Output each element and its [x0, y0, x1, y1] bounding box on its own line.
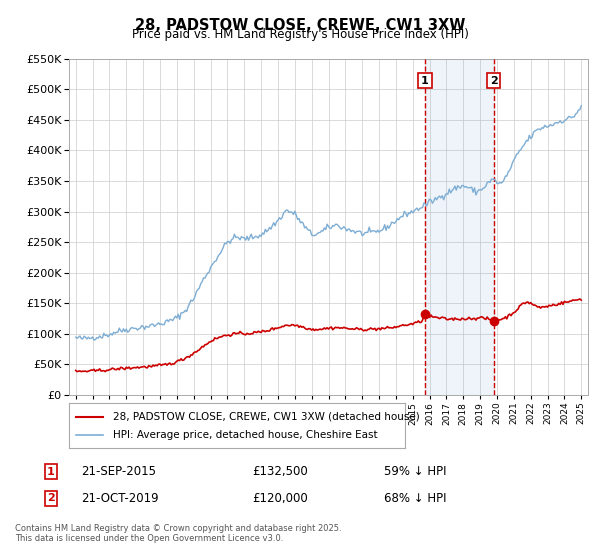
- HPI: Average price, detached house, Cheshire East: (2e+03, 8.96e+04): Average price, detached house, Cheshire …: [91, 337, 98, 343]
- Text: 21-OCT-2019: 21-OCT-2019: [81, 492, 158, 505]
- Line: 28, PADSTOW CLOSE, CREWE, CW1 3XW (detached house): 28, PADSTOW CLOSE, CREWE, CW1 3XW (detac…: [76, 299, 581, 372]
- 28, PADSTOW CLOSE, CREWE, CW1 3XW (detached house): [72, 367, 79, 374]
- 28, PADSTOW CLOSE, CREWE, CW1 3XW (detached house): [167, 361, 175, 368]
- HPI: Average price, detached house, Cheshire East: (2.02e+03, 4.73e+05): Average price, detached house, Cheshire …: [578, 102, 585, 109]
- 28, PADSTOW CLOSE, CREWE, CW1 3XW (detached house): [389, 325, 397, 332]
- 28, PADSTOW CLOSE, CREWE, CW1 3XW (detached house): [517, 302, 524, 309]
- Text: 2: 2: [47, 493, 55, 503]
- Text: Price paid vs. HM Land Registry's House Price Index (HPI): Price paid vs. HM Land Registry's House …: [131, 28, 469, 41]
- Text: 2: 2: [490, 76, 497, 86]
- Text: Contains HM Land Registry data © Crown copyright and database right 2025.
This d: Contains HM Land Registry data © Crown c…: [15, 524, 341, 543]
- Line: HPI: Average price, detached house, Cheshire East: HPI: Average price, detached house, Ches…: [76, 106, 581, 340]
- Text: 1: 1: [47, 466, 55, 477]
- Text: 28, PADSTOW CLOSE, CREWE, CW1 3XW (detached house): 28, PADSTOW CLOSE, CREWE, CW1 3XW (detac…: [113, 412, 419, 422]
- Text: £132,500: £132,500: [252, 465, 308, 478]
- 28, PADSTOW CLOSE, CREWE, CW1 3XW (detached house): [88, 367, 95, 374]
- 28, PADSTOW CLOSE, CREWE, CW1 3XW (detached house): [83, 368, 91, 375]
- 28, PADSTOW CLOSE, CREWE, CW1 3XW (detached house): [578, 297, 585, 304]
- HPI: Average price, detached house, Cheshire East: (2.01e+03, 2.66e+05): Average price, detached house, Cheshire …: [361, 229, 368, 236]
- 28, PADSTOW CLOSE, CREWE, CW1 3XW (detached house): [361, 326, 368, 333]
- Text: 28, PADSTOW CLOSE, CREWE, CW1 3XW: 28, PADSTOW CLOSE, CREWE, CW1 3XW: [135, 18, 465, 33]
- 28, PADSTOW CLOSE, CREWE, CW1 3XW (detached house): [378, 324, 385, 331]
- HPI: Average price, detached house, Cheshire East: (2e+03, 9.42e+04): Average price, detached house, Cheshire …: [72, 334, 79, 340]
- HPI: Average price, detached house, Cheshire East: (2.01e+03, 2.69e+05): Average price, detached house, Cheshire …: [378, 227, 385, 234]
- Text: HPI: Average price, detached house, Cheshire East: HPI: Average price, detached house, Ches…: [113, 431, 377, 441]
- Text: 68% ↓ HPI: 68% ↓ HPI: [384, 492, 446, 505]
- Bar: [425, 59, 494, 395]
- HPI: Average price, detached house, Cheshire East: (2e+03, 1.23e+05): Average price, detached house, Cheshire …: [167, 316, 175, 323]
- Text: 1: 1: [421, 76, 429, 86]
- HPI: Average price, detached house, Cheshire East: (2.02e+03, 4.01e+05): Average price, detached house, Cheshire …: [517, 147, 524, 153]
- 28, PADSTOW CLOSE, CREWE, CW1 3XW (detached house): [576, 296, 583, 302]
- Text: £120,000: £120,000: [252, 492, 308, 505]
- Text: 59% ↓ HPI: 59% ↓ HPI: [384, 465, 446, 478]
- HPI: Average price, detached house, Cheshire East: (2e+03, 9.22e+04): Average price, detached house, Cheshire …: [86, 335, 94, 342]
- Text: 21-SEP-2015: 21-SEP-2015: [81, 465, 156, 478]
- HPI: Average price, detached house, Cheshire East: (2.01e+03, 2.82e+05): Average price, detached house, Cheshire …: [389, 220, 397, 226]
